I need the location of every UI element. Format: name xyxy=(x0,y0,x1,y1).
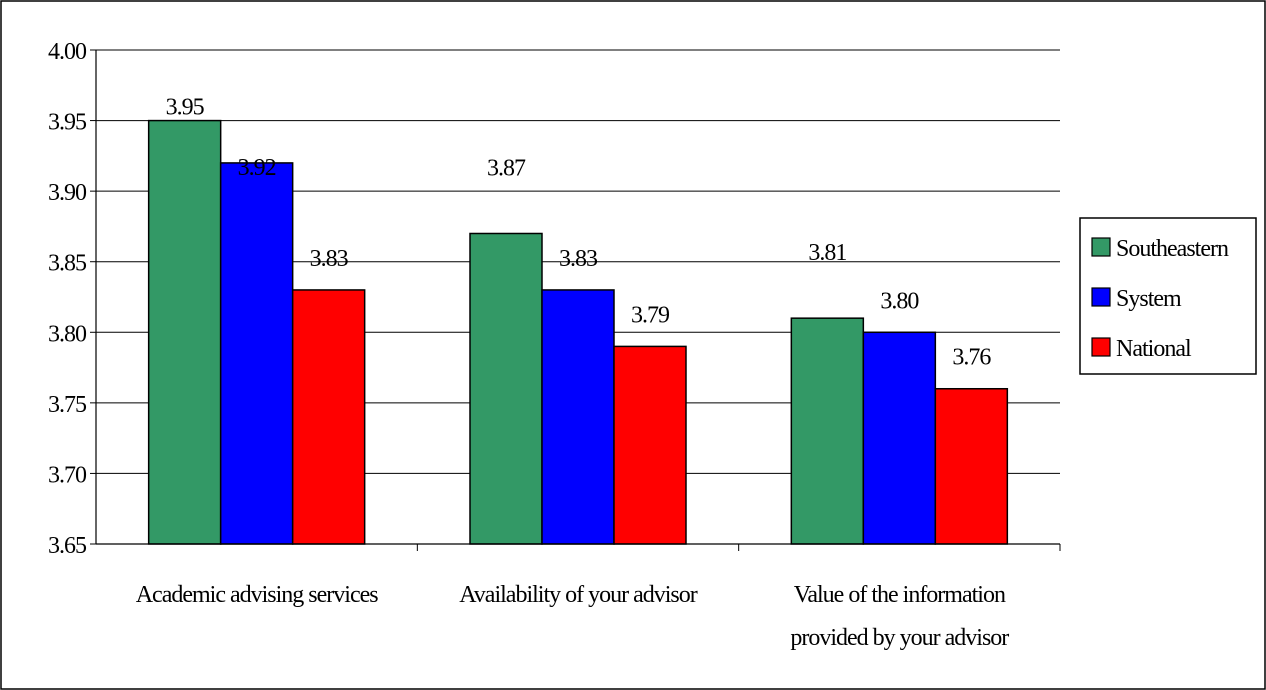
y-tick-label: 4.00 xyxy=(48,39,87,65)
bar-system xyxy=(862,331,937,545)
bar-national xyxy=(291,289,366,545)
bar-southeastern xyxy=(147,119,222,545)
legend-label-national: National xyxy=(1116,336,1192,362)
y-tick-label: 3.80 xyxy=(48,321,87,347)
data-label: 3.76 xyxy=(952,345,991,371)
legend-swatch-national xyxy=(1091,337,1111,357)
legend-label-southeastern: Southeastern xyxy=(1116,236,1229,262)
bar-southeastern xyxy=(790,317,865,545)
legend-label-system: System xyxy=(1116,286,1182,312)
data-label: 3.83 xyxy=(310,246,349,272)
category-label: Availability of your advisor xyxy=(459,582,698,608)
axes xyxy=(95,50,1061,551)
legend-swatch-southeastern xyxy=(1091,237,1111,257)
bars-group xyxy=(147,119,1009,545)
legend-swatch-system xyxy=(1091,287,1111,307)
data-label: 3.81 xyxy=(808,240,846,266)
data-label: 3.87 xyxy=(487,155,526,181)
y-tick-label: 3.85 xyxy=(48,251,87,277)
legend: Southeastern System National xyxy=(1079,217,1257,375)
data-label: 3.80 xyxy=(880,288,919,314)
category-label: Value of the information xyxy=(794,582,1006,608)
data-labels: 3.95 3.92 3.83 3.87 3.83 3.79 3.81 3.80 3.76 xyxy=(166,95,993,371)
category-label: provided by your advisor xyxy=(790,625,1009,651)
y-tick-label: 3.70 xyxy=(48,462,87,488)
data-label: 3.95 xyxy=(166,95,205,121)
bar-system xyxy=(219,162,294,545)
category-labels: Academic advising services Availability o… xyxy=(136,582,1011,651)
data-label: 3.92 xyxy=(238,155,276,181)
y-tick-label: 3.90 xyxy=(48,180,87,206)
data-label: 3.83 xyxy=(559,246,598,272)
bar-national xyxy=(934,387,1009,545)
y-tick-label: 3.65 xyxy=(48,533,87,559)
y-tick-labels: 3.65 3.70 3.75 3.80 3.85 3.90 3.95 4.00 xyxy=(48,39,88,559)
data-label: 3.79 xyxy=(631,302,670,328)
category-label: Academic advising services xyxy=(136,582,379,608)
bar-national xyxy=(613,345,687,545)
bar-system xyxy=(541,289,615,545)
y-tick-label: 3.75 xyxy=(48,392,87,418)
bar-southeastern xyxy=(469,232,543,545)
y-tick-label: 3.95 xyxy=(48,110,87,136)
